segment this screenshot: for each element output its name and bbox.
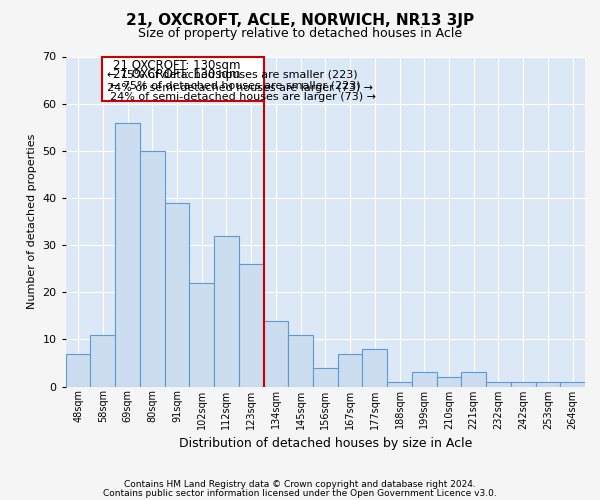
Bar	[387, 382, 412, 386]
Bar	[412, 372, 437, 386]
Bar	[214, 236, 239, 386]
Bar	[338, 354, 362, 386]
Bar	[263, 320, 288, 386]
Text: 21 OXCROFT: 130sqm: 21 OXCROFT: 130sqm	[113, 68, 241, 82]
Text: Contains public sector information licensed under the Open Government Licence v3: Contains public sector information licen…	[103, 488, 497, 498]
FancyBboxPatch shape	[101, 56, 263, 102]
Text: ← 75% of detached houses are smaller (223)
24% of semi-detached houses are large: ← 75% of detached houses are smaller (22…	[110, 80, 376, 102]
Text: Contains HM Land Registry data © Crown copyright and database right 2024.: Contains HM Land Registry data © Crown c…	[124, 480, 476, 489]
Bar	[91, 334, 115, 386]
Bar	[536, 382, 560, 386]
Bar	[164, 202, 190, 386]
X-axis label: Distribution of detached houses by size in Acle: Distribution of detached houses by size …	[179, 437, 472, 450]
Bar	[288, 334, 313, 386]
Text: 21, OXCROFT, ACLE, NORWICH, NR13 3JP: 21, OXCROFT, ACLE, NORWICH, NR13 3JP	[126, 12, 474, 28]
Text: 21 OXCROFT: 130sqm: 21 OXCROFT: 130sqm	[113, 59, 241, 72]
Bar	[66, 354, 91, 386]
Bar	[115, 122, 140, 386]
Text: Size of property relative to detached houses in Acle: Size of property relative to detached ho…	[138, 28, 462, 40]
Bar	[486, 382, 511, 386]
Bar	[362, 349, 387, 387]
Bar	[239, 264, 263, 386]
Bar	[511, 382, 536, 386]
Bar	[313, 368, 338, 386]
Bar	[140, 151, 164, 386]
Text: ← 75% of detached houses are smaller (223)
24% of semi-detached houses are large: ← 75% of detached houses are smaller (22…	[107, 70, 373, 93]
Bar	[190, 283, 214, 387]
Bar	[461, 372, 486, 386]
Bar	[560, 382, 585, 386]
Y-axis label: Number of detached properties: Number of detached properties	[27, 134, 37, 309]
Bar	[437, 377, 461, 386]
